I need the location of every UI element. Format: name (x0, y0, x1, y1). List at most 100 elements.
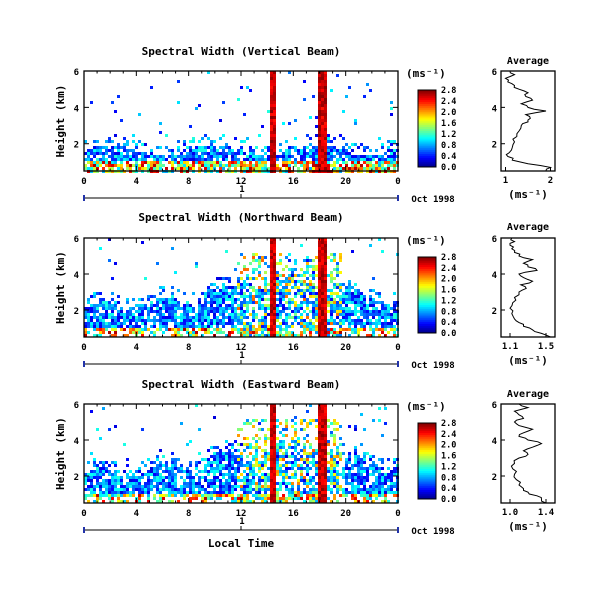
colorbar-segment (418, 331, 436, 334)
colorbar-segment (418, 151, 436, 155)
colorbar-segment (418, 93, 436, 97)
x-tick-label: 8 (186, 509, 191, 519)
colorbar-segment (418, 327, 436, 330)
colorbar-segment (418, 97, 436, 101)
colorbar-segment (418, 105, 436, 108)
colorbar-segment (418, 497, 436, 500)
profile-y-tick-label: 6 (492, 235, 497, 245)
profile-x-tick-label: 1.0 (502, 508, 518, 518)
colorbar-segment (418, 462, 436, 466)
colorbar-segment (418, 432, 436, 435)
colorbar-segment (418, 306, 436, 309)
colorbar-tick-label: 0.4 (441, 152, 456, 162)
colorbar-segment (418, 295, 436, 298)
colorbar-segment (418, 323, 436, 326)
panel-1: Spectral Width (Vertical Beam)0 4 8 12 16 20 0… (54, 45, 556, 205)
y-tick-label: 4 (74, 104, 80, 114)
profile-y-tick-label: 4 (492, 437, 498, 447)
profile-x-tick-label: 1.1 (502, 342, 518, 352)
x-tick-label: 0 (81, 343, 86, 353)
colorbar-segment (418, 132, 436, 135)
colorbar-segment (418, 310, 436, 313)
colorbar-segment (418, 268, 436, 271)
colorbar-segment (418, 468, 436, 471)
colorbar-tick-label: 1.6 (441, 119, 456, 129)
colorbar-segment (418, 159, 436, 162)
colorbar-segment (418, 91, 436, 95)
colorbar-segment (418, 99, 436, 103)
x-tick-label: 8 (186, 343, 191, 353)
colorbar-segment (418, 153, 436, 156)
x-tick-label: 8 (186, 177, 191, 187)
colorbar-segment (418, 491, 436, 494)
colorbar-segment (418, 476, 436, 479)
colorbar-segment (418, 442, 436, 445)
date-label: Oct 1998 (411, 361, 454, 371)
colorbar-segment (418, 272, 436, 275)
x-tick-label: 20 (340, 177, 351, 187)
colorbar-segment (418, 257, 436, 260)
colorbar-segment (418, 487, 436, 490)
colorbar-segment (418, 116, 436, 120)
colorbar-segment (418, 136, 436, 139)
colorbar-segment (418, 285, 436, 288)
colorbar-segment (418, 329, 436, 332)
colorbar-segment (418, 312, 436, 315)
profile-title: Average (507, 222, 549, 233)
y-tick-label: 6 (74, 235, 79, 245)
day-marker-label: 1 (239, 185, 244, 195)
colorbar-segment (418, 291, 436, 294)
x-axis-label: Local Time (208, 537, 275, 550)
colorbar-segment (418, 165, 436, 168)
profile-y-tick-label: 4 (492, 104, 498, 114)
colorbar-segment (418, 423, 436, 426)
colorbar-segment (418, 163, 436, 166)
colorbar-segment (418, 260, 436, 264)
colorbar-segment (418, 109, 436, 112)
x-tick-label: 4 (134, 509, 140, 519)
colorbar-segment (418, 101, 436, 104)
colorbar-segment (418, 453, 436, 456)
colorbar-segment (418, 279, 436, 283)
profile-y-tick-label: 6 (492, 401, 497, 411)
colorbar-segment (418, 445, 436, 449)
colorbar-segment (418, 481, 436, 485)
colorbar-segment (418, 298, 436, 302)
x-tick-label: 0 (395, 509, 400, 519)
colorbar-segment (418, 451, 436, 454)
colorbar-segment (418, 308, 436, 311)
date-label: Oct 1998 (411, 527, 454, 537)
colorbar-segment (418, 147, 436, 151)
colorbar-segment (418, 443, 436, 447)
colorbar-tick-label: 2.0 (441, 441, 456, 451)
profile-y-tick-label: 4 (492, 271, 498, 281)
colorbar-segment (418, 115, 436, 118)
colorbar-segment (418, 90, 436, 93)
colorbar-segment (418, 470, 436, 473)
profile-x-tick-label: 1.4 (538, 508, 555, 518)
colorbar-segment (418, 434, 436, 437)
colorbar-unit: (ms⁻¹) (406, 400, 446, 413)
colorbar-segment (418, 436, 436, 439)
colorbar-tick-label: 2.8 (441, 86, 456, 96)
colorbar-segment (418, 95, 436, 99)
colorbar-segment (418, 289, 436, 292)
colorbar-segment (418, 111, 436, 114)
colorbar-tick-label: 0.4 (441, 484, 456, 494)
colorbar-segment (418, 485, 436, 489)
colorbar-segment (418, 276, 436, 279)
colorbar-tick-label: 0.0 (441, 329, 456, 339)
heatmap-cells (84, 238, 399, 337)
colorbar-segment (418, 474, 436, 477)
profile-x-label: (ms⁻¹) (508, 354, 548, 367)
colorbar-tick-label: 0.0 (441, 163, 456, 173)
colorbar-segment (418, 293, 436, 296)
colorbar-segment (418, 274, 436, 277)
colorbar-segment (418, 107, 436, 110)
colorbar-segment (418, 149, 436, 153)
y-axis-label: Height (km) (54, 85, 67, 158)
colorbar-segment (418, 472, 436, 475)
colorbar-segment (418, 283, 436, 286)
date-label: Oct 1998 (411, 195, 454, 205)
profile-y-tick-label: 2 (492, 307, 497, 317)
